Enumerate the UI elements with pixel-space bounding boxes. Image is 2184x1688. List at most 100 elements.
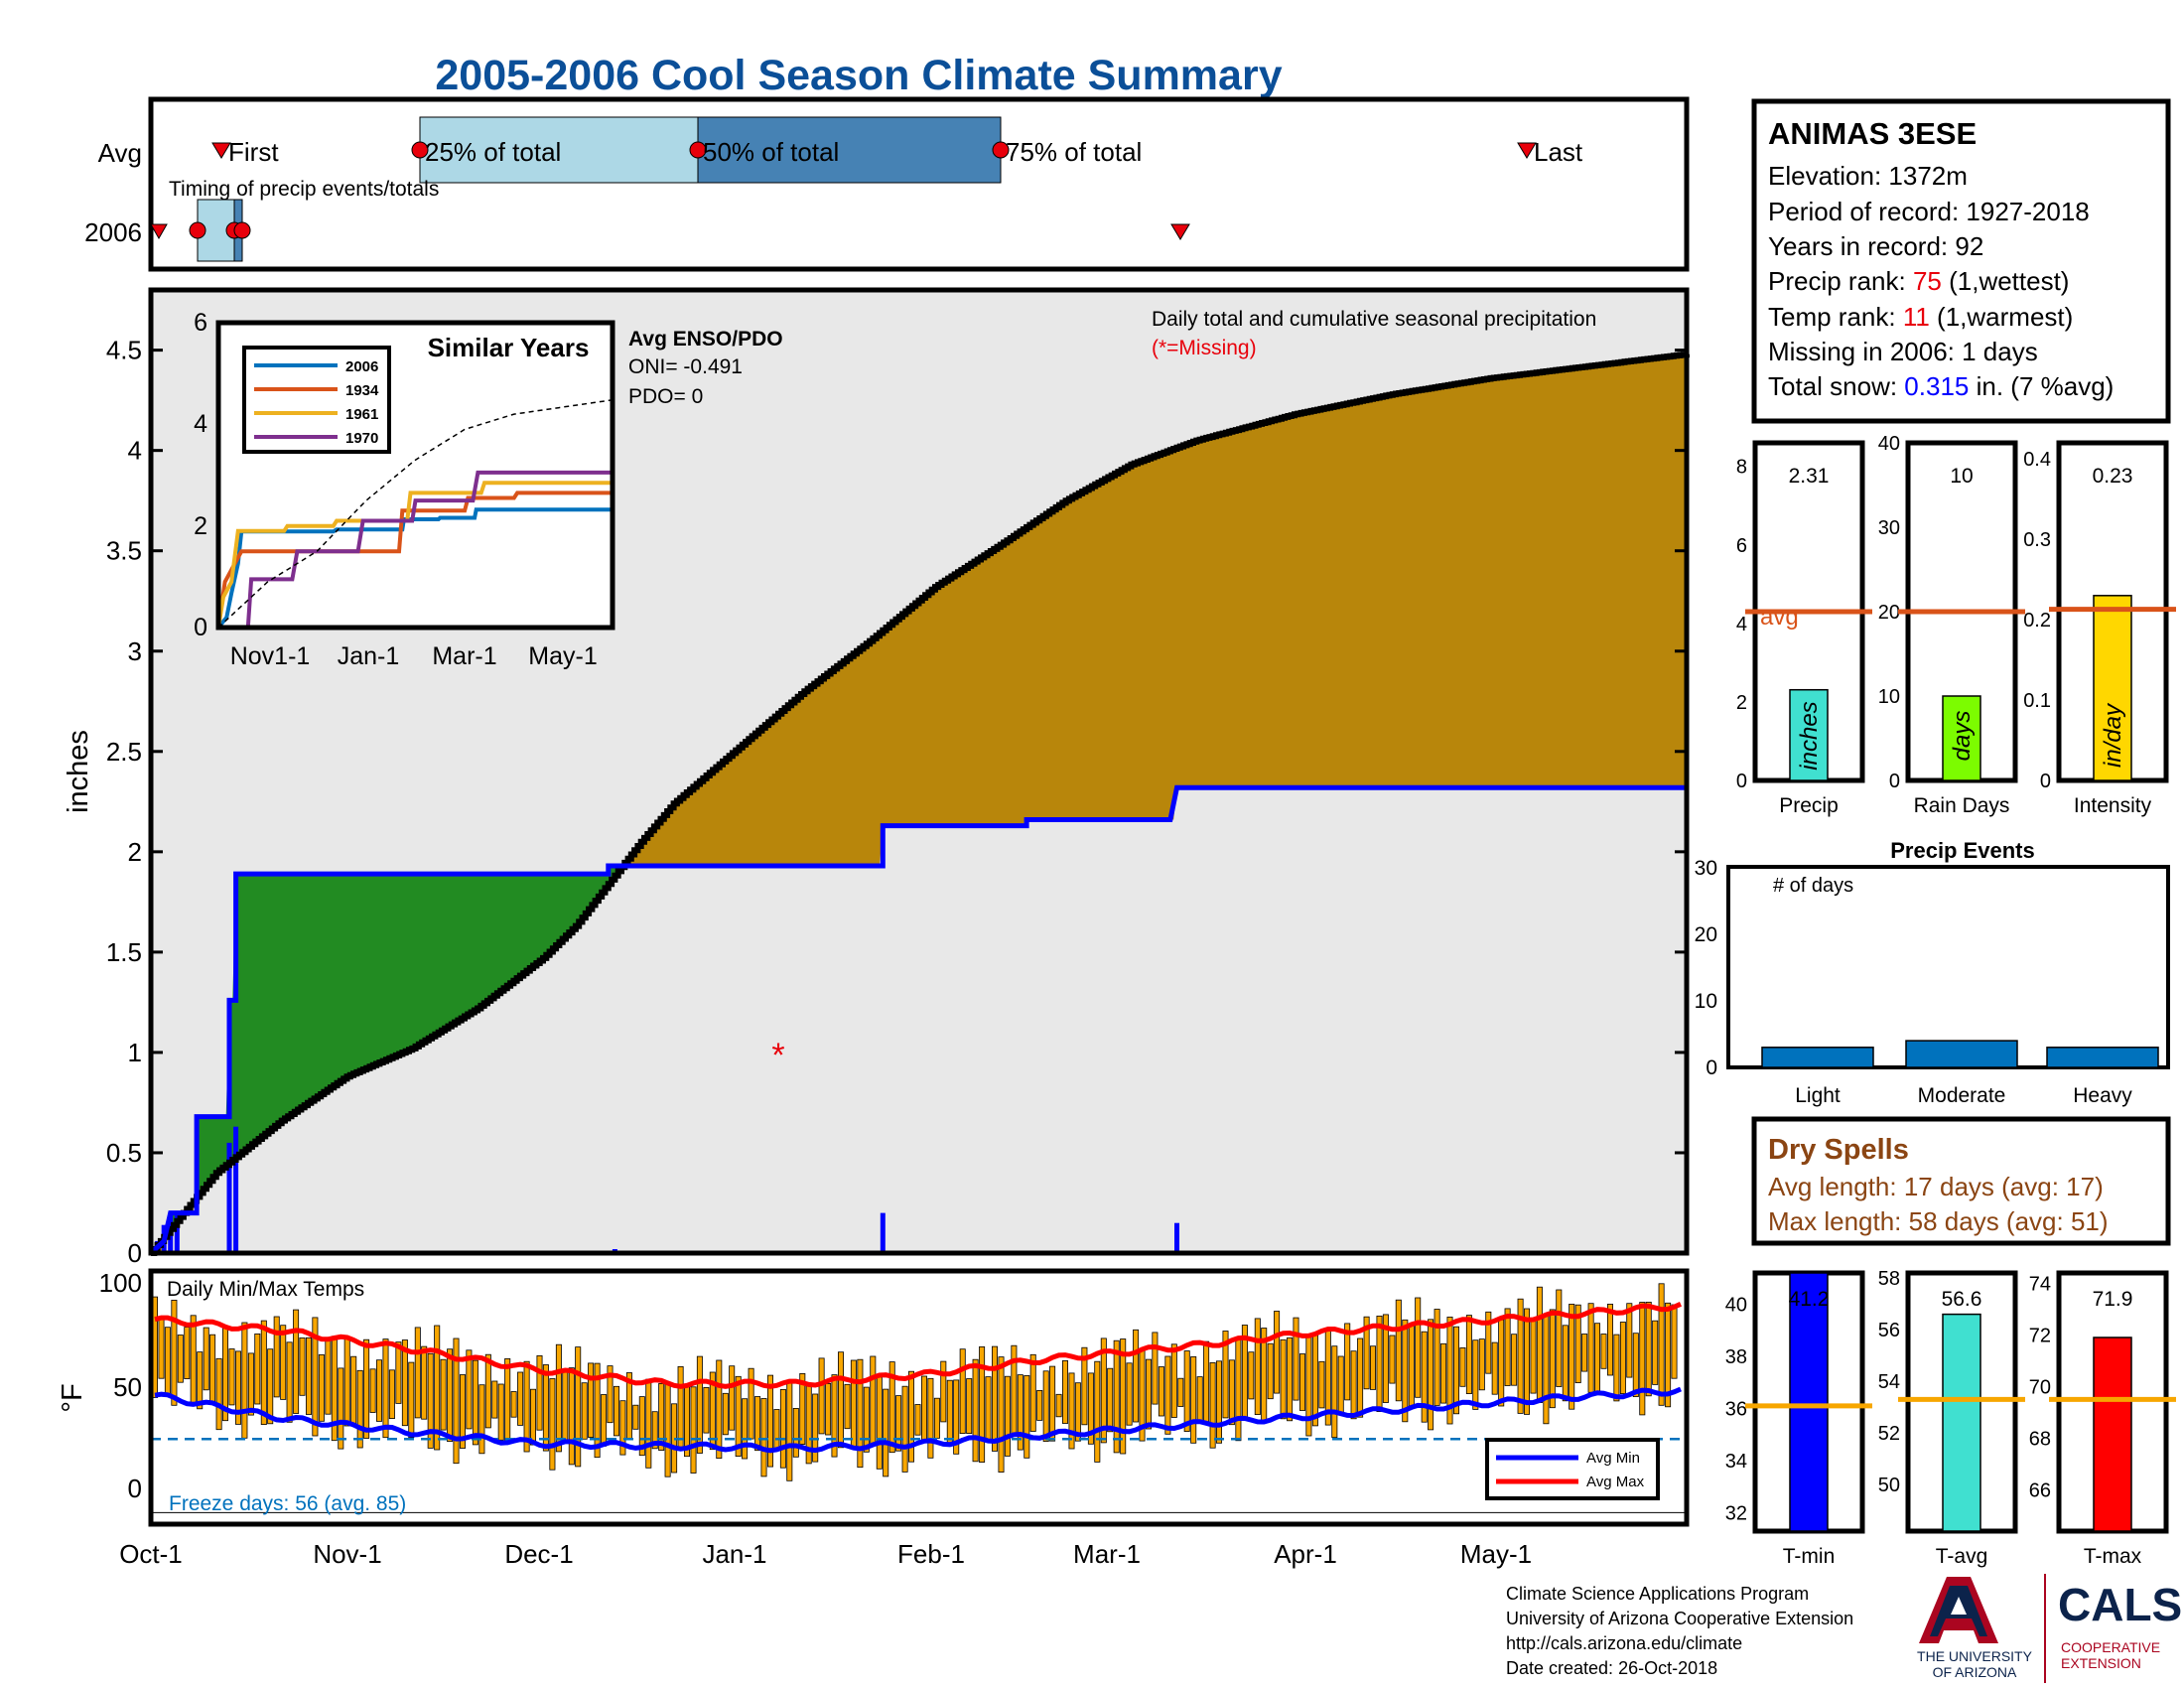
- similar-years-line-2006: [216, 507, 613, 630]
- legend-avg-min: Avg Min: [1586, 1450, 1640, 1467]
- temp-day-bar-38: [395, 1341, 402, 1404]
- stat-panel-1-ytick-4: 40: [1878, 433, 1900, 455]
- similar-years-lines: [216, 399, 614, 630]
- temp-day-bar-152: [1126, 1362, 1133, 1426]
- temp-day-bar-14: [241, 1322, 248, 1439]
- temp-day-bar-51: [478, 1384, 485, 1455]
- temp-day-bar-184: [1331, 1345, 1338, 1439]
- temp-day-bar-33: [363, 1338, 370, 1439]
- legend-avg-max: Avg Max: [1586, 1474, 1645, 1490]
- daily-precip-bar-4: [226, 1142, 232, 1253]
- temp-day-bar-109: [850, 1359, 857, 1448]
- temp-day-bar-100: [792, 1408, 799, 1458]
- stat-panel-2-ytick-3: 0.3: [2023, 529, 2051, 551]
- timing-2006-75-marker: [233, 221, 251, 239]
- temp-day-bar-130: [985, 1376, 992, 1442]
- similar-years-line-1934: [216, 491, 613, 629]
- temp-day-bar-115: [888, 1361, 895, 1454]
- stat-panel-2-ytick-1: 0.1: [2023, 690, 2051, 712]
- temp-day-bar-196: [1408, 1325, 1415, 1407]
- temp-day-bar-87: [709, 1371, 716, 1451]
- enso-heading: Avg ENSO/PDO: [628, 328, 783, 351]
- temp-stat-panel-0-ytick-2: 36: [1725, 1399, 1747, 1421]
- temp-day-bar-153: [1133, 1329, 1140, 1423]
- temp-stat-panel-1-ytick-0: 50: [1878, 1475, 1900, 1496]
- temp-day-bar-197: [1415, 1297, 1422, 1398]
- temp-day-bar-3: [171, 1300, 178, 1406]
- temp-day-bar-17: [260, 1320, 267, 1425]
- temp-day-bar-104: [818, 1357, 825, 1435]
- temp-day-bar-179: [1299, 1353, 1306, 1411]
- avg-cumulative-precip-line: [151, 352, 1690, 1256]
- temp-day-bar-230: [1626, 1303, 1633, 1378]
- temp-day-bar-225: [1594, 1323, 1601, 1393]
- precip-ytick-label-3: 1.5: [106, 937, 142, 967]
- temp-day-bar-190: [1370, 1345, 1377, 1390]
- station-missing: Missing in 2006: 1 days: [1768, 337, 2038, 366]
- similar-years-avg-line: [217, 399, 614, 629]
- inset-xtick-jan: Jan-1: [338, 642, 400, 670]
- temp-day-bar-97: [773, 1409, 780, 1451]
- temp-day-bar-217: [1543, 1314, 1550, 1425]
- precip-events-bar-0: [1761, 1047, 1874, 1068]
- temp-day-bar-63: [555, 1343, 562, 1453]
- temp-day-bar-219: [1556, 1289, 1563, 1387]
- temp-ytick-100: 100: [99, 1268, 142, 1298]
- temp-day-bar-20: [280, 1325, 287, 1400]
- temp-day-bar-75: [632, 1404, 639, 1430]
- station-cumulative-precip-line: [149, 784, 1687, 1255]
- temp-day-bar-155: [1146, 1358, 1153, 1430]
- temp-day-bar-30: [343, 1338, 350, 1427]
- precip-missing-note: (*=Missing): [1152, 337, 1257, 359]
- daily-precip-bar-9: [1174, 1222, 1179, 1253]
- inset-xtick-mar: Mar-1: [432, 642, 496, 670]
- temp-day-bar-9: [209, 1334, 216, 1403]
- temp-day-bar-95: [760, 1398, 767, 1477]
- temp-day-bar-148: [1100, 1337, 1107, 1444]
- timing-note: Timing of precip events/totals: [169, 178, 439, 201]
- temp-day-bar-10: [215, 1357, 222, 1431]
- temp-day-bar-66: [575, 1346, 582, 1468]
- temp-day-bar-166: [1216, 1360, 1223, 1444]
- temp-day-bar-227: [1607, 1304, 1614, 1376]
- temp-day-bar-216: [1536, 1286, 1543, 1403]
- temp-day-bar-191: [1376, 1316, 1383, 1413]
- precip-below-average-area: [624, 353, 1687, 866]
- temp-day-bar-12: [228, 1348, 235, 1406]
- temp-day-bar-207: [1478, 1338, 1485, 1391]
- temp-day-bar-105: [825, 1383, 832, 1436]
- daily-precip-bar-3: [174, 1212, 180, 1253]
- temp-day-bar-137: [1029, 1353, 1036, 1432]
- temp-day-bar-222: [1574, 1304, 1581, 1383]
- temp-day-bar-181: [1311, 1332, 1318, 1427]
- temp-day-bar-121: [927, 1377, 934, 1459]
- enso-oni: ONI= -0.491: [628, 355, 743, 378]
- events-ytick-20: 20: [1695, 923, 1717, 946]
- temp-day-bar-18: [267, 1348, 274, 1425]
- temp-stat-bar-1: [1942, 1313, 1981, 1532]
- temp-day-bar-136: [1024, 1375, 1030, 1459]
- temp-day-bar-41: [414, 1327, 421, 1419]
- stat-panel-0-ytick-1: 2: [1736, 692, 1747, 714]
- temp-day-bar-119: [914, 1404, 921, 1436]
- temp-stat-panel-2-ytick-4: 74: [2029, 1273, 2051, 1295]
- precip-events-title: Precip Events: [1890, 838, 2035, 863]
- timing-75-label: 75% of total: [1006, 137, 1142, 167]
- temp-day-bar-78: [651, 1411, 658, 1450]
- timing-avg-50-marker: [689, 141, 707, 159]
- precip-events-panel: Precip Events # of days 0 10 20 30 Light…: [1695, 838, 2170, 1107]
- dry-spells-avg: Avg length: 17 days (avg: 17): [1768, 1172, 2104, 1201]
- temp-day-bar-175: [1274, 1311, 1281, 1394]
- temp-ytick-50: 50: [113, 1372, 142, 1402]
- timing-panel: Avg 2006 First 25% of total 50% of total…: [84, 96, 1690, 272]
- temp-day-bar-62: [549, 1378, 556, 1471]
- temp-day-bar-71: [607, 1365, 614, 1424]
- timing-50-label: 50% of total: [703, 137, 839, 167]
- timing-2006-first-marker: [150, 223, 168, 240]
- precip-cumulative-lines: [149, 352, 1690, 1256]
- temp-day-bar-111: [863, 1386, 870, 1453]
- ua-logo-line2: OF ARIZONA: [1933, 1664, 2017, 1680]
- temp-stat-panel-1-ytick-2: 54: [1878, 1371, 1900, 1393]
- temp-day-bar-64: [562, 1371, 569, 1443]
- similar-years-line-1961: [216, 481, 613, 629]
